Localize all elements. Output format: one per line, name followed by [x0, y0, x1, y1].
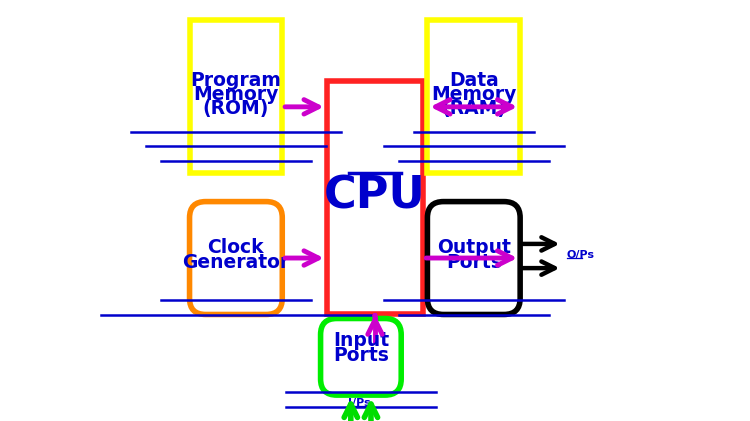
- FancyBboxPatch shape: [427, 20, 520, 173]
- FancyBboxPatch shape: [190, 20, 282, 173]
- FancyBboxPatch shape: [320, 319, 401, 395]
- Text: Data: Data: [449, 71, 499, 90]
- Text: (ROM): (ROM): [202, 99, 269, 118]
- Text: Input: Input: [333, 331, 389, 350]
- FancyBboxPatch shape: [427, 202, 520, 314]
- Text: Ports: Ports: [333, 346, 388, 365]
- Text: Generator: Generator: [182, 253, 290, 272]
- Text: O/Ps: O/Ps: [566, 250, 595, 260]
- Text: Output: Output: [436, 238, 511, 258]
- Text: Program: Program: [190, 71, 281, 90]
- Text: Memory: Memory: [431, 85, 517, 104]
- FancyBboxPatch shape: [326, 81, 424, 314]
- Text: Clock: Clock: [208, 238, 264, 258]
- Text: (RAM): (RAM): [441, 99, 506, 118]
- FancyBboxPatch shape: [190, 202, 282, 314]
- Text: CPU: CPU: [324, 174, 426, 217]
- Text: Ports: Ports: [446, 253, 502, 272]
- Text: I/Ps: I/Ps: [348, 398, 371, 408]
- Text: Memory: Memory: [194, 85, 278, 104]
